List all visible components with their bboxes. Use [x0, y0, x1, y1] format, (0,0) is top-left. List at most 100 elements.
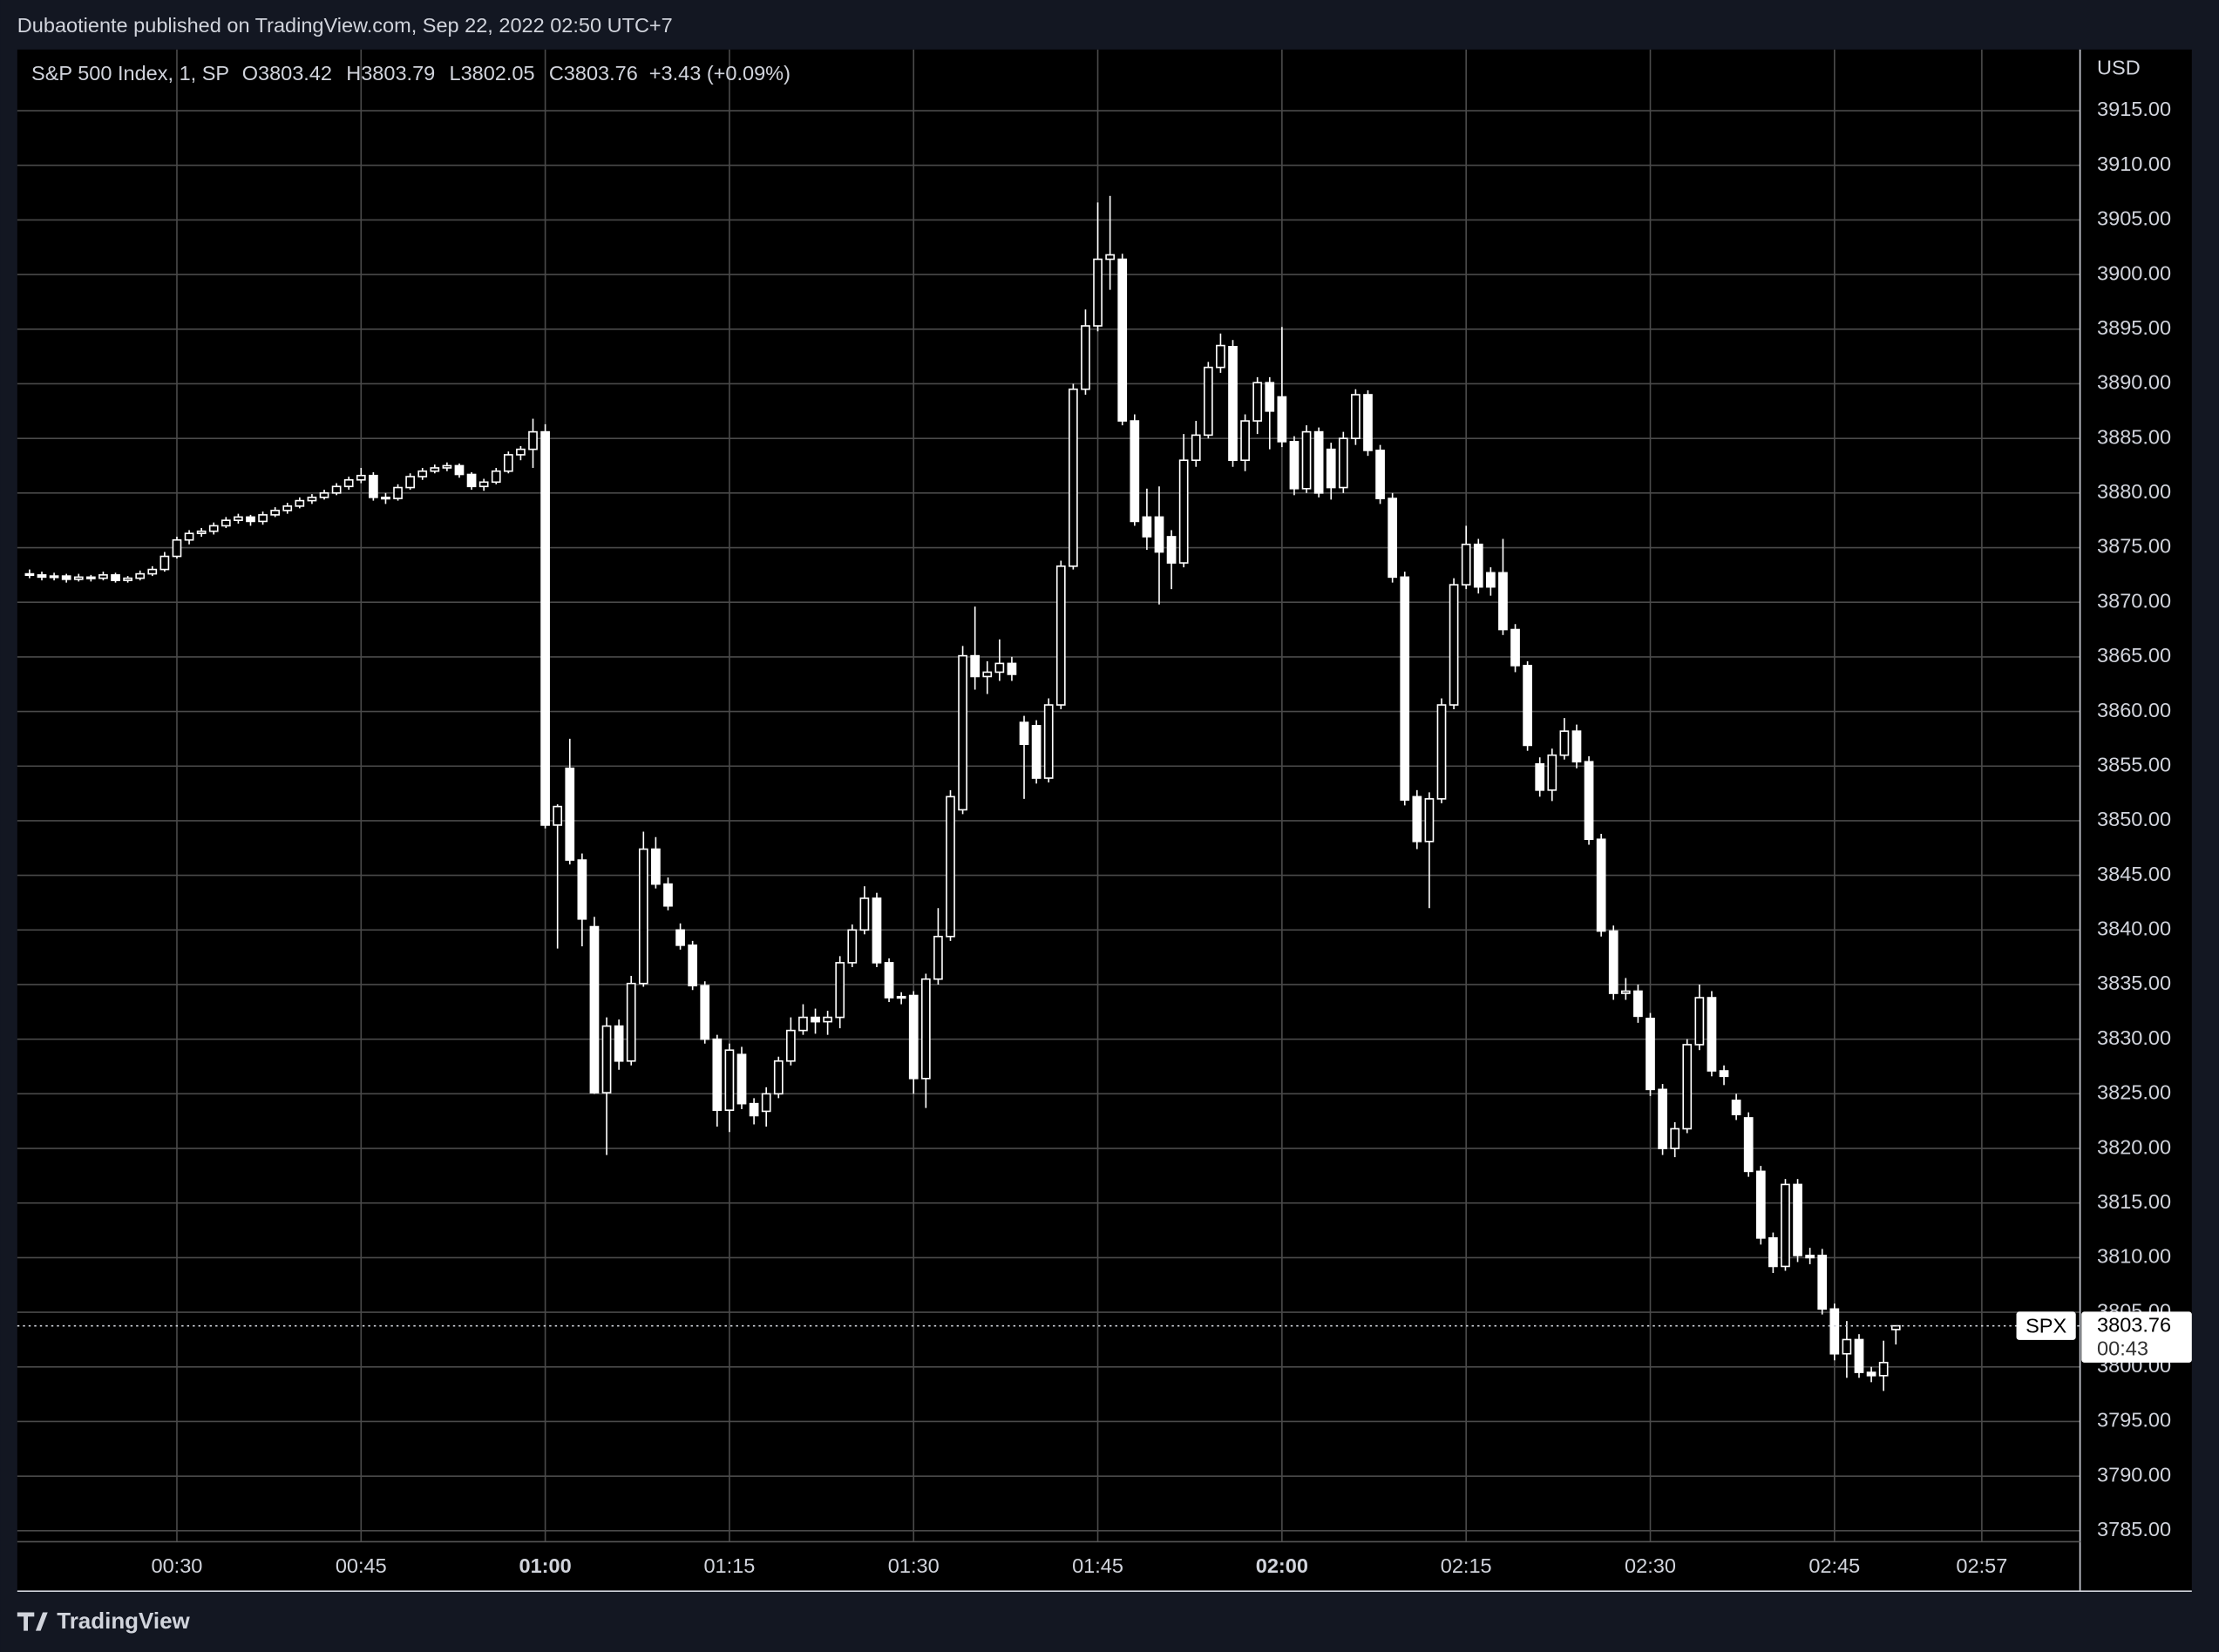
legend: S&P 500 Index, 1, SP O3803.42 H3803.79 L380… [31, 62, 791, 85]
y-tick-label: 3820.00 [2097, 1135, 2171, 1158]
candle-body [1154, 516, 1164, 553]
candle-body [1252, 382, 1263, 422]
candle-body [1498, 572, 1508, 631]
candle-body [1781, 1183, 1790, 1268]
y-tick-label: 3880.00 [2097, 480, 2171, 503]
candle-body [773, 1060, 784, 1095]
brand-name: TradingView [57, 1608, 190, 1634]
candle-body [1670, 1127, 1680, 1149]
candle-body [295, 499, 305, 507]
candle-body [319, 492, 329, 498]
candle-body [1105, 254, 1115, 261]
candle-body [872, 897, 882, 964]
candle-body [147, 568, 158, 575]
candle-body [356, 474, 366, 481]
candle-body [1400, 576, 1410, 801]
candle-body [1731, 1100, 1741, 1115]
candle-body [933, 936, 943, 980]
candle-body [1510, 628, 1520, 667]
candle-body [1842, 1338, 1852, 1355]
y-tick-label: 3870.00 [2097, 589, 2171, 612]
candle-body [1055, 565, 1066, 706]
y-tick-label: 3875.00 [2097, 535, 2171, 558]
candle-body [1351, 394, 1361, 439]
candle-body [1584, 761, 1594, 841]
candle-body [135, 572, 146, 579]
candle-body [528, 430, 538, 450]
x-tick-label: 02:57 [1956, 1554, 2007, 1577]
x-tick-label: 02:30 [1625, 1554, 1676, 1577]
candle-body [503, 454, 513, 472]
candle-body [1854, 1338, 1864, 1373]
candle-body [1608, 930, 1618, 994]
candle-body [946, 796, 955, 938]
candle-body [1216, 344, 1225, 369]
candle-body [1265, 382, 1275, 412]
candle-body [1277, 396, 1287, 443]
candle-body [196, 530, 207, 535]
candle-body [208, 525, 219, 532]
candle-body [1093, 258, 1103, 327]
candle-body [516, 448, 526, 456]
candle-body [1375, 450, 1385, 499]
candle-body [1461, 543, 1471, 586]
price-tag-countdown: 00:43 [2097, 1337, 2148, 1359]
candle-body [798, 1016, 808, 1032]
candle-body [85, 576, 96, 579]
y-tick-label: 3915.00 [2097, 98, 2171, 120]
candle-body [246, 516, 255, 523]
candle-body [1424, 798, 1435, 843]
legend-field-label: C [549, 62, 564, 85]
candle-body [761, 1093, 771, 1113]
x-tick-label: 01:15 [703, 1554, 755, 1577]
legend-field-label: L [449, 62, 460, 85]
candle-body [184, 532, 194, 541]
candle-body [1890, 1324, 1901, 1330]
candle-body [307, 497, 317, 502]
candle-body [859, 897, 870, 931]
candle-body [1878, 1361, 1889, 1377]
y-tick-label: 3840.00 [2097, 917, 2171, 940]
candle-body [1523, 665, 1532, 747]
candle-body [159, 555, 170, 571]
y-tick-label: 3835.00 [2097, 972, 2171, 994]
candle-body [1473, 543, 1483, 588]
candle-body [1203, 366, 1213, 437]
y-tick-label: 3785.00 [2097, 1518, 2171, 1540]
candle-body [724, 1049, 735, 1111]
legend-field-value: 3803.42 [258, 62, 332, 85]
candle-body [369, 474, 378, 498]
y-tick-label: 3885.00 [2097, 425, 2171, 448]
y-tick-label: 3865.00 [2097, 644, 2171, 667]
y-tick-label: 3815.00 [2097, 1190, 2171, 1213]
candle-body [1449, 584, 1459, 706]
y-tick-label: 3905.00 [2097, 207, 2171, 230]
candle-body [381, 497, 390, 500]
candle-body [282, 505, 293, 511]
y-tick-label: 3830.00 [2097, 1026, 2171, 1049]
x-tick-label: 02:15 [1441, 1554, 1492, 1577]
candle-body [1301, 430, 1312, 490]
y-tick-label: 3795.00 [2097, 1409, 2171, 1432]
candle-body [601, 1025, 612, 1093]
y-tick-label: 3855.00 [2097, 753, 2171, 775]
candle-body [1019, 721, 1029, 745]
candle-body [430, 467, 440, 472]
y-tick-label: 3890.00 [2097, 371, 2171, 394]
candle-body [675, 929, 685, 946]
legend-field-label: H [346, 62, 361, 85]
candle-body [1805, 1255, 1815, 1259]
candle-body [700, 985, 710, 1040]
candle-body [1596, 838, 1606, 932]
candle-body [221, 519, 231, 527]
candle-body [982, 671, 993, 678]
candle-body [847, 929, 858, 964]
candle-body [405, 476, 415, 489]
candle-body [1646, 1018, 1655, 1091]
candle-body [1817, 1255, 1828, 1310]
candle-body [1682, 1044, 1693, 1130]
y-tick-label: 3860.00 [2097, 699, 2171, 721]
candle-body [908, 994, 919, 1080]
candle-body [1571, 730, 1582, 763]
publish-info: Dubaotiente published on TradingView.com… [17, 14, 673, 37]
